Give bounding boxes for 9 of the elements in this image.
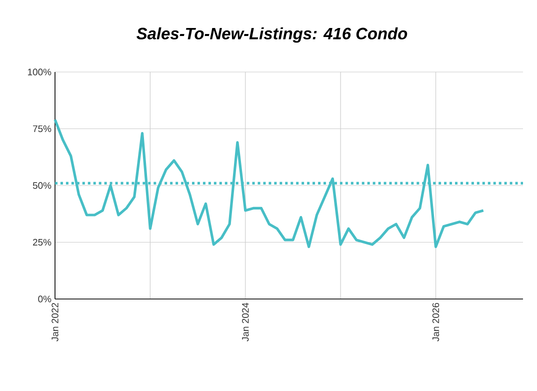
x-tick-label: Jan 2024 bbox=[242, 302, 249, 342]
x-tick-label: Jan 2026 bbox=[432, 302, 440, 342]
x-tick-label: Jan 2022 bbox=[52, 303, 58, 342]
y-tick-label: 0% bbox=[38, 296, 52, 302]
chart-title: Sales-To-New-Listings: 416 Condo bbox=[136, 27, 408, 43]
y-tick-label: 25% bbox=[33, 238, 52, 246]
y-tick-label: 100% bbox=[28, 68, 52, 76]
y-tick-label: 50% bbox=[32, 182, 52, 189]
y-tick-label: 75% bbox=[33, 125, 52, 132]
